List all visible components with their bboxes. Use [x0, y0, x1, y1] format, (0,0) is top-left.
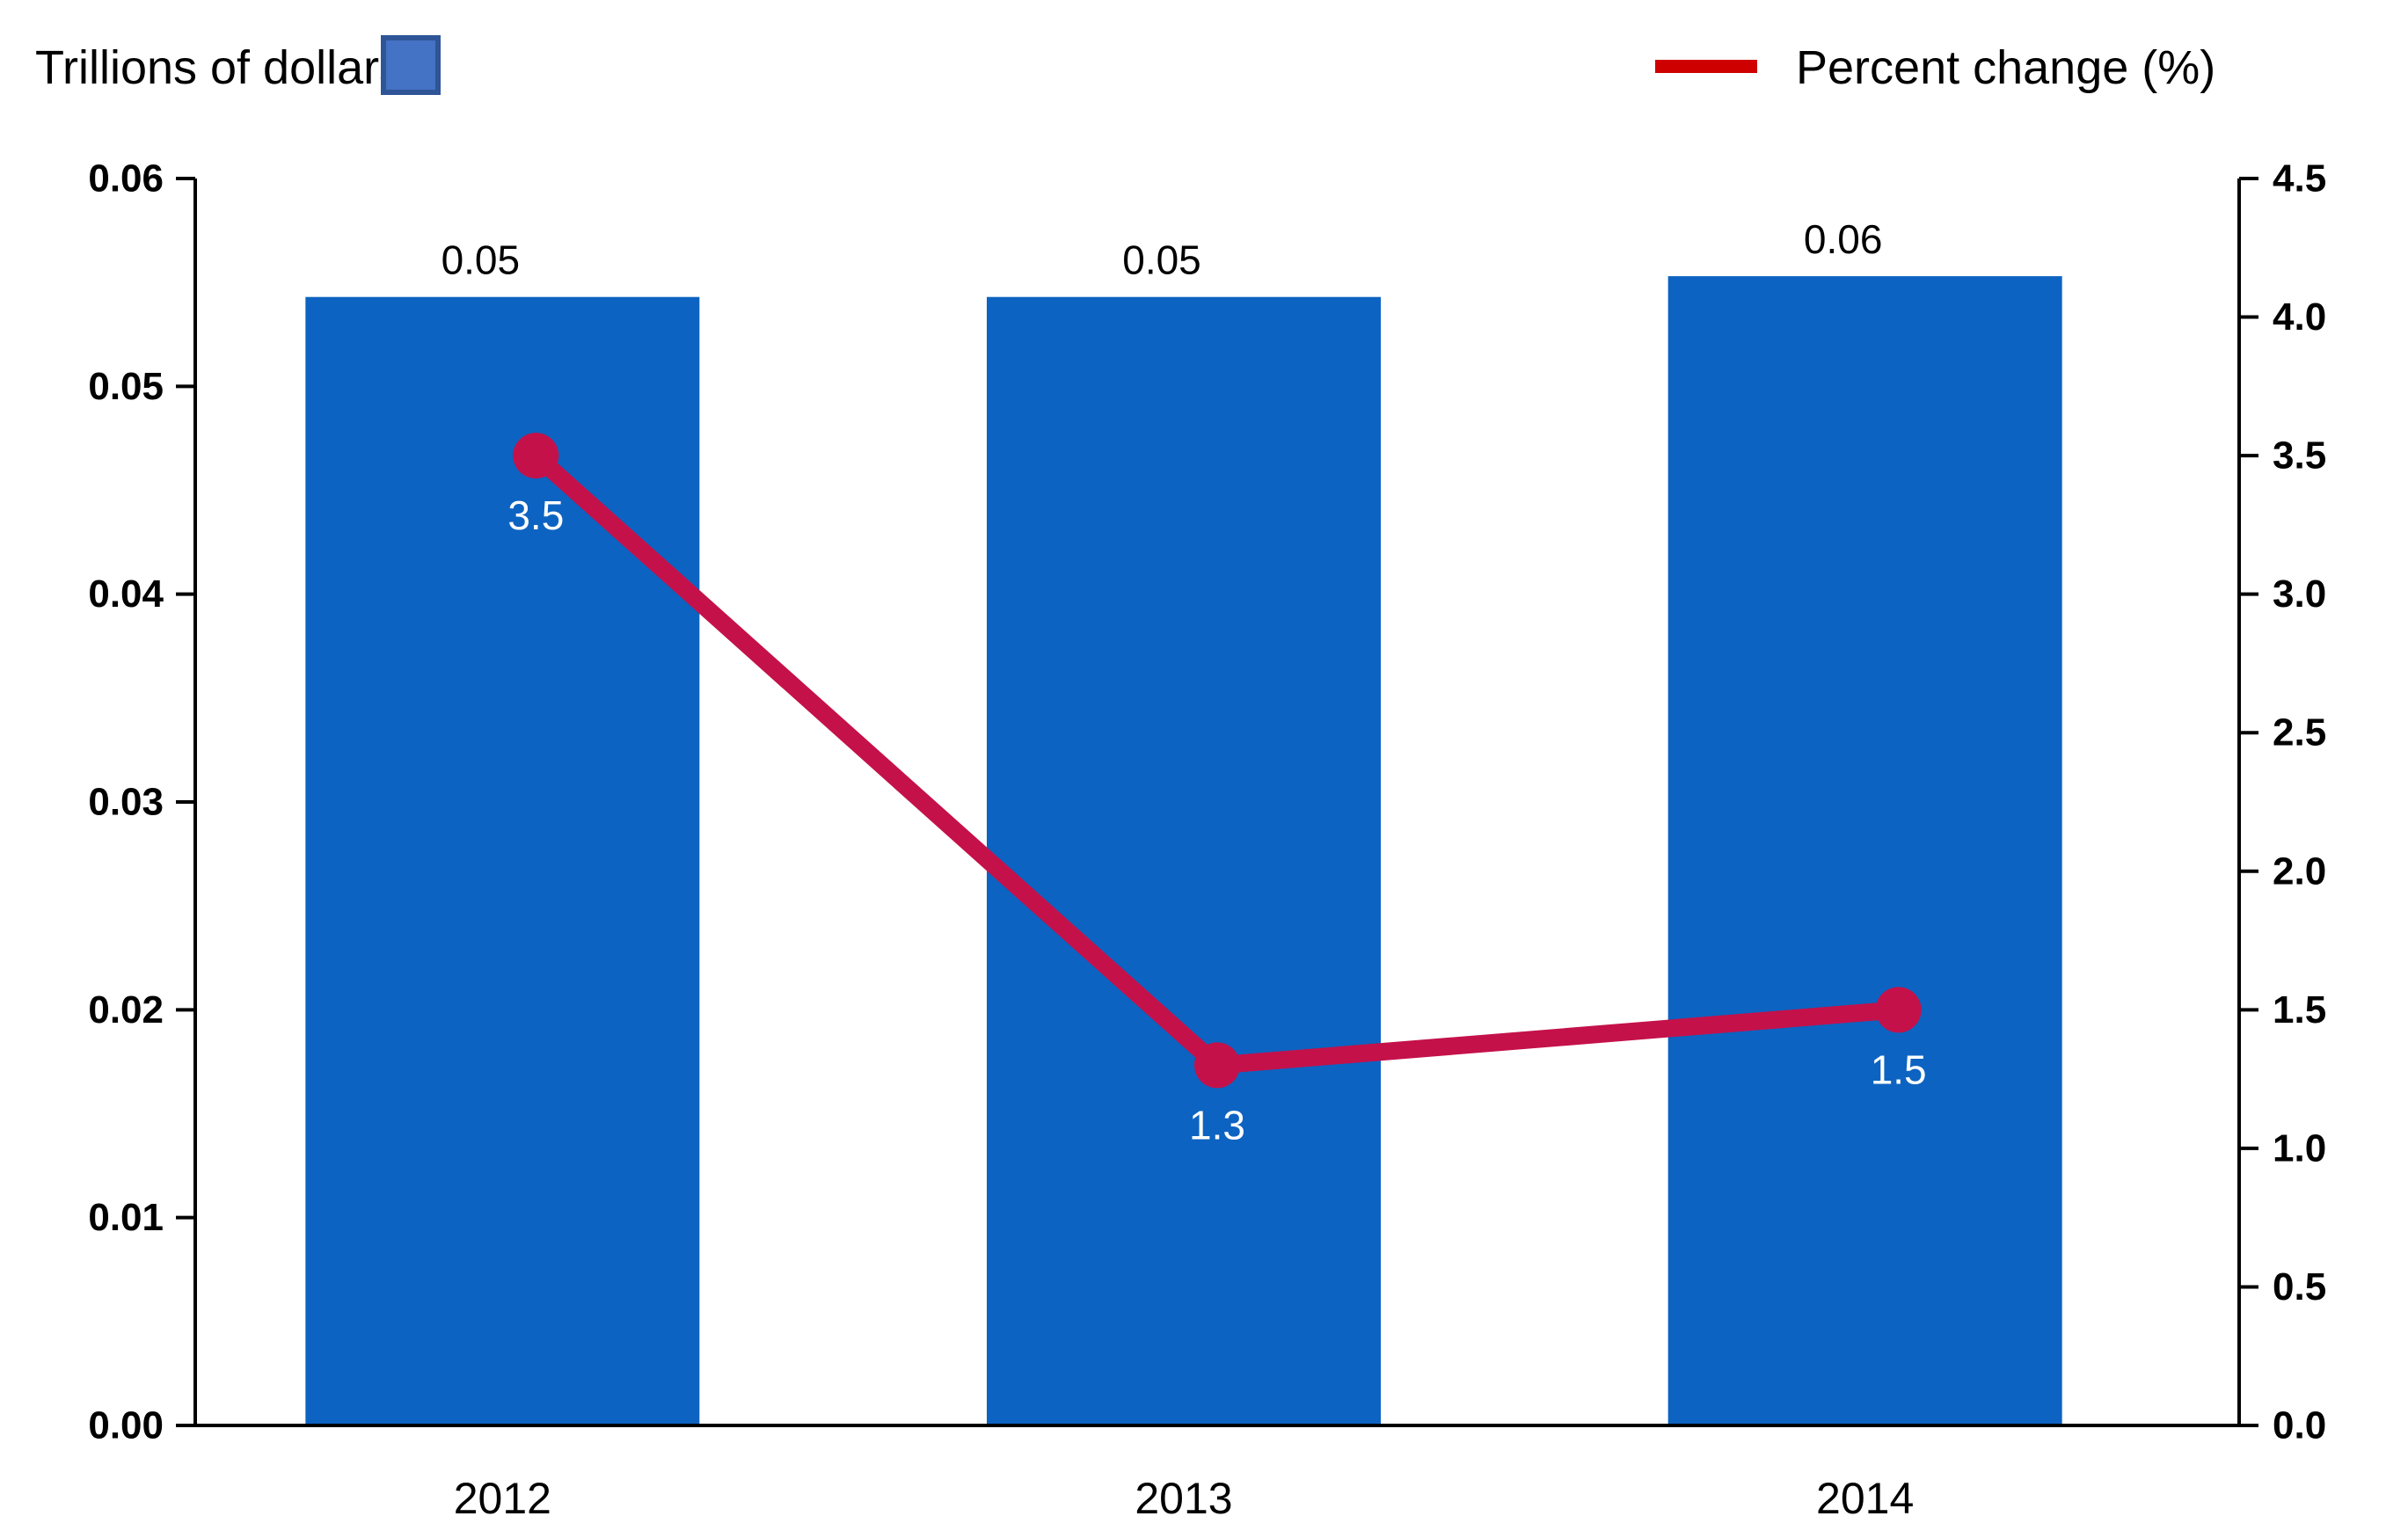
bar-series-swatch-icon: [381, 35, 441, 95]
line-value-label: 3.5: [507, 492, 564, 538]
line-marker-2012: [513, 433, 559, 479]
line-value-label: 1.3: [1189, 1102, 1245, 1148]
left-axis-tick-label: 0.02: [88, 988, 164, 1031]
line-value-label: 1.5: [1871, 1046, 1927, 1092]
left-axis-tick-label: 0.05: [88, 365, 164, 408]
bar-2013: [987, 296, 1381, 1426]
left-axis-tick-label: 0.01: [88, 1196, 164, 1239]
bar-2014: [1667, 276, 2062, 1425]
left-axis-tick-label: 0.00: [88, 1404, 164, 1447]
bar-value-label: 0.06: [1804, 216, 1883, 262]
right-axis-tick-label: 3.0: [2273, 572, 2326, 616]
left-axis-tick-label: 0.04: [88, 572, 164, 616]
right-axis-tick-label: 2.0: [2273, 849, 2326, 893]
right-axis-tick-label: 1.0: [2273, 1126, 2326, 1170]
bar-2012: [305, 296, 700, 1426]
bar-value-label: 0.05: [1122, 237, 1201, 283]
x-axis-label-2012: 2012: [454, 1474, 551, 1523]
right-axis-tick-label: 4.0: [2273, 295, 2326, 339]
left-axis-tick-label: 0.06: [88, 157, 164, 200]
right-axis-tick-label: 3.5: [2273, 434, 2326, 477]
x-axis-label-2014: 2014: [1816, 1474, 1914, 1523]
legend-line-label: Percent change (%): [1796, 41, 2216, 94]
bar-value-label: 0.05: [441, 237, 521, 283]
right-axis-tick-label: 0.0: [2273, 1404, 2326, 1447]
left-axis-tick-label: 0.03: [88, 781, 164, 824]
line-marker-2013: [1194, 1042, 1240, 1089]
line-marker-2014: [1875, 987, 1922, 1033]
line-series-swatch-icon: [1655, 60, 1757, 73]
right-axis-tick-label: 0.5: [2273, 1265, 2326, 1308]
x-axis-label-2013: 2013: [1135, 1474, 1232, 1523]
legend-bars-label: Trillions of dollars: [35, 41, 404, 94]
right-axis-tick-label: 2.5: [2273, 711, 2326, 754]
right-axis-tick-label: 4.5: [2273, 157, 2326, 200]
right-axis-tick-label: 1.5: [2273, 988, 2326, 1031]
